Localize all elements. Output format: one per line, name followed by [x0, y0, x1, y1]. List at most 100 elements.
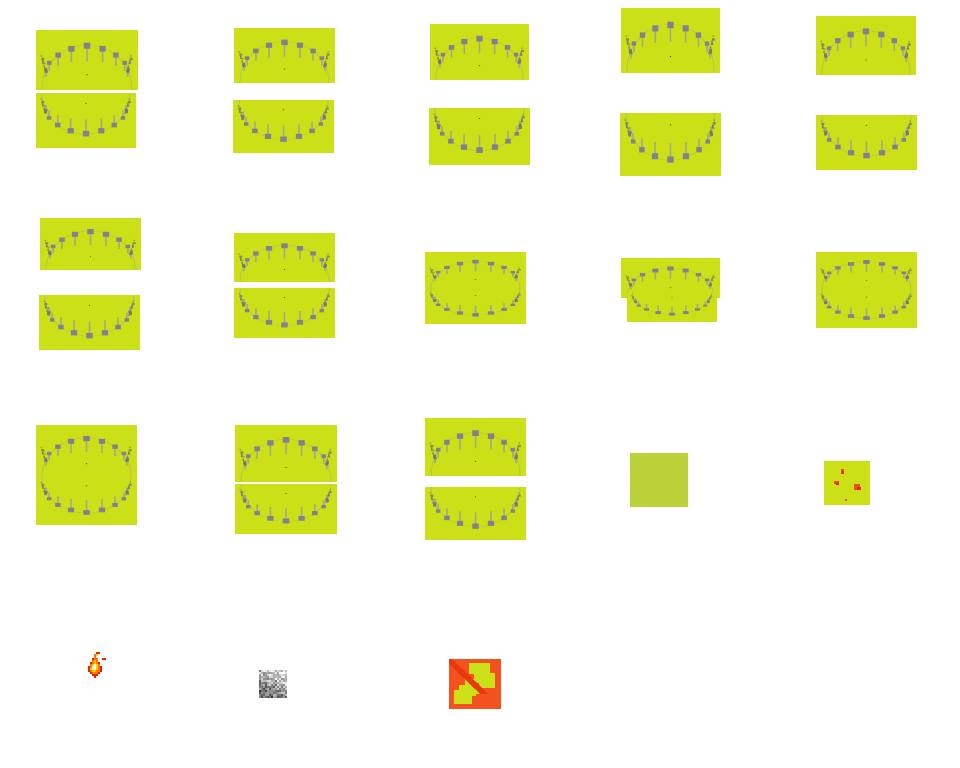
- noise-pixel: [259, 684, 261, 686]
- arena-arc-graphic: [429, 487, 521, 529]
- noise-pixel: [259, 688, 261, 690]
- fireball-sprite[interactable]: [88, 652, 120, 692]
- noise-pixel: [281, 694, 283, 696]
- noise-pixel: [279, 682, 281, 684]
- noise-pixel: [281, 688, 283, 690]
- noise-pixel: [271, 674, 273, 676]
- noise-pixel: [261, 690, 263, 692]
- fireball-pixel: [94, 658, 96, 660]
- noise-pixel: [277, 696, 279, 698]
- arena-r3c2-bottom[interactable]: [235, 484, 337, 534]
- fireball-pixel: [90, 672, 92, 674]
- noise-pixel: [273, 684, 275, 686]
- noise-pixel: [269, 678, 271, 680]
- noise-pixel: [285, 692, 287, 694]
- noise-pixel: [277, 676, 279, 678]
- arena-arc-layer: [425, 289, 526, 324]
- fireball-pixel: [90, 664, 92, 666]
- arena-r1c4-top[interactable]: [621, 8, 720, 73]
- arena-r1c3-top[interactable]: [430, 24, 529, 80]
- noise-pixel: [283, 686, 285, 688]
- arena-r2c1-bottom[interactable]: [39, 295, 140, 350]
- arena-arc-layer: [816, 252, 917, 290]
- arena-r3c1-bottom[interactable]: [36, 477, 137, 525]
- arena-r2c1-top[interactable]: [40, 218, 141, 270]
- noise-pixel: [263, 680, 265, 682]
- arena-r1c1-top[interactable]: [36, 30, 138, 90]
- noise-pixel: [261, 696, 263, 698]
- noise-pixel: [277, 680, 279, 682]
- arena-r2c3-top[interactable]: [425, 252, 526, 289]
- arena-arc-graphic: [40, 435, 132, 477]
- noise-pixel: [271, 692, 273, 694]
- noise-pixel: [273, 680, 275, 682]
- noise-pixel: [265, 686, 267, 688]
- noise-pixel: [271, 682, 273, 684]
- arena-r1c1-bottom[interactable]: [36, 93, 136, 148]
- fireball-pixel: [98, 652, 100, 654]
- arena-arc-graphic: [434, 35, 524, 80]
- noise-pixel: [261, 692, 263, 694]
- noise-pixel: [259, 696, 261, 698]
- fireball-pixel: [92, 670, 94, 672]
- fireball-pixel: [90, 670, 92, 672]
- noise-pixel: [269, 682, 271, 684]
- noise-pixel: [281, 672, 283, 674]
- fireball-pixel: [88, 666, 90, 668]
- arena-r2c4-top[interactable]: [621, 258, 720, 298]
- noise-tile[interactable]: [259, 670, 287, 698]
- solid-green-tile[interactable]: [630, 453, 688, 507]
- arena-arc-graphic: [433, 108, 525, 153]
- noise-pixel: [279, 680, 281, 682]
- arena-arc-layer: [233, 100, 334, 153]
- arena-r3c3-top[interactable]: [425, 418, 526, 476]
- arena-r2c5-top[interactable]: [816, 252, 917, 290]
- noise-pixel: [261, 682, 263, 684]
- noise-pixel: [261, 684, 263, 686]
- arena-r3c2-top[interactable]: [235, 425, 337, 482]
- arena-arc-layer: [36, 425, 137, 477]
- arena-r1c4-bottom[interactable]: [620, 113, 721, 176]
- arena-r3c1-top[interactable]: [36, 425, 137, 477]
- arena-arc-graphic: [40, 93, 131, 137]
- noise-pixel: [269, 686, 271, 688]
- fireball-pixel: [94, 654, 96, 656]
- arena-r2c2-top[interactable]: [234, 233, 335, 282]
- noise-pixel: [265, 696, 267, 698]
- fireball-pixel: [96, 668, 98, 670]
- noise-pixel: [273, 696, 275, 698]
- fireball-pixel: [104, 658, 106, 660]
- arena-r1c3-bottom[interactable]: [429, 108, 530, 165]
- arena-r2c5-bottom[interactable]: [816, 290, 917, 328]
- fireball-pixel: [96, 660, 98, 662]
- arena-r1c2-top[interactable]: [234, 28, 335, 83]
- noise-pixel: [283, 680, 285, 682]
- fireball-pixel: [94, 656, 96, 658]
- arena-arc-layer: [36, 30, 138, 90]
- noise-pixel: [271, 690, 273, 692]
- arena-r1c2-bottom[interactable]: [233, 100, 334, 153]
- arena-arc-graphic: [429, 259, 521, 289]
- arena-r2c3-bottom[interactable]: [425, 289, 526, 324]
- collision-tile[interactable]: [449, 659, 501, 709]
- collision-solid-block: [476, 694, 501, 709]
- noise-pixel: [283, 682, 285, 684]
- noise-pixel: [281, 674, 283, 676]
- noise-pixel: [267, 696, 269, 698]
- arena-r1c5-top[interactable]: [816, 16, 916, 75]
- arena-r2c2-bottom[interactable]: [234, 288, 335, 338]
- fireball-pixel: [92, 668, 94, 670]
- noise-pixel: [271, 670, 273, 672]
- noise-pixel: [275, 692, 277, 694]
- noise-pixel: [283, 696, 285, 698]
- noise-pixel: [277, 690, 279, 692]
- noise-pixel: [273, 690, 275, 692]
- noise-pixel: [259, 692, 261, 694]
- arena-r2c4-bottom[interactable]: [627, 292, 717, 322]
- arena-r3c3-bottom[interactable]: [425, 487, 526, 540]
- noise-pixel: [271, 696, 273, 698]
- fireball-pixel: [98, 664, 100, 666]
- noise-pixel: [279, 688, 281, 690]
- arena-r1c5-bottom[interactable]: [816, 115, 917, 170]
- spark-green-tile[interactable]: [824, 461, 870, 505]
